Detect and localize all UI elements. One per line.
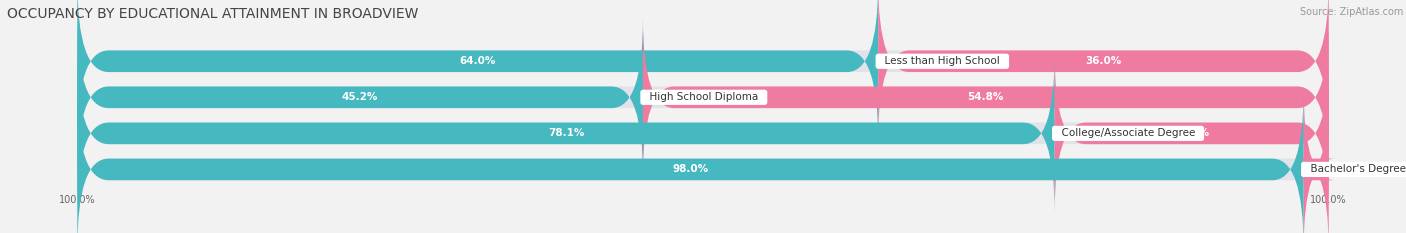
FancyBboxPatch shape [77, 18, 643, 177]
Text: Bachelor's Degree or higher: Bachelor's Degree or higher [1303, 164, 1406, 175]
FancyBboxPatch shape [1054, 54, 1329, 213]
FancyBboxPatch shape [77, 90, 1303, 233]
Text: Source: ZipAtlas.com: Source: ZipAtlas.com [1299, 7, 1403, 17]
FancyBboxPatch shape [77, 0, 879, 140]
Text: 78.1%: 78.1% [548, 128, 583, 138]
FancyBboxPatch shape [1298, 90, 1334, 233]
Text: 98.0%: 98.0% [672, 164, 709, 175]
Text: 45.2%: 45.2% [342, 92, 378, 102]
FancyBboxPatch shape [77, 0, 1329, 140]
FancyBboxPatch shape [77, 54, 1329, 213]
FancyBboxPatch shape [77, 54, 1054, 213]
FancyBboxPatch shape [77, 90, 1329, 233]
FancyBboxPatch shape [643, 18, 1329, 177]
Text: 36.0%: 36.0% [1085, 56, 1122, 66]
FancyBboxPatch shape [879, 0, 1329, 140]
Text: 64.0%: 64.0% [460, 56, 496, 66]
Text: 2.0%: 2.0% [1316, 164, 1346, 175]
Text: 21.9%: 21.9% [1174, 128, 1209, 138]
Text: 54.8%: 54.8% [967, 92, 1004, 102]
Text: College/Associate Degree: College/Associate Degree [1054, 128, 1202, 138]
Text: Less than High School: Less than High School [879, 56, 1007, 66]
Text: OCCUPANCY BY EDUCATIONAL ATTAINMENT IN BROADVIEW: OCCUPANCY BY EDUCATIONAL ATTAINMENT IN B… [7, 7, 419, 21]
FancyBboxPatch shape [77, 18, 1329, 177]
Text: High School Diploma: High School Diploma [643, 92, 765, 102]
